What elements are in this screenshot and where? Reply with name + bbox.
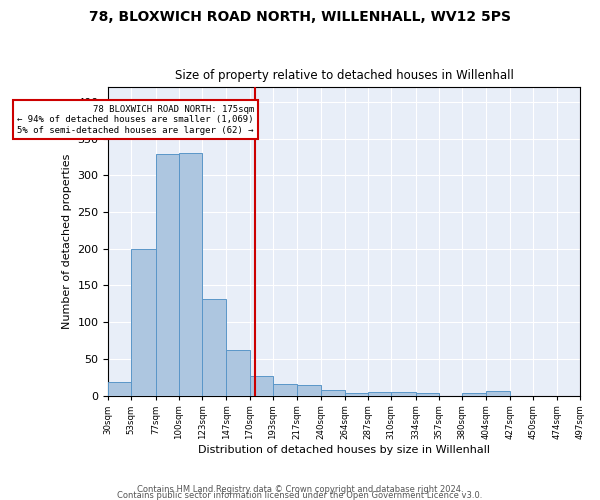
Bar (155, 154, 179, 396)
Bar (462, 392, 487, 396)
Bar (108, 382, 131, 396)
Bar (391, 392, 416, 396)
Text: 78 BLOXWICH ROAD NORTH: 175sqm
← 94% of detached houses are smaller (1,069)
5% o: 78 BLOXWICH ROAD NORTH: 175sqm ← 94% of … (17, 105, 254, 134)
Bar (487, 391, 509, 396)
Bar (179, 154, 202, 396)
Bar (320, 390, 345, 396)
Bar (368, 392, 391, 396)
Bar (226, 350, 250, 396)
Y-axis label: Number of detached properties: Number of detached properties (62, 154, 72, 329)
Bar (131, 249, 155, 396)
Bar (250, 376, 273, 396)
Bar (416, 394, 439, 396)
Bar (297, 384, 320, 396)
Text: 78, BLOXWICH ROAD NORTH, WILLENHALL, WV12 5PS: 78, BLOXWICH ROAD NORTH, WILLENHALL, WV1… (89, 10, 511, 24)
X-axis label: Distribution of detached houses by size in Willenhall: Distribution of detached houses by size … (199, 445, 490, 455)
Bar (345, 392, 368, 396)
Text: Contains public sector information licensed under the Open Government Licence v3: Contains public sector information licen… (118, 490, 482, 500)
Text: Contains HM Land Registry data © Crown copyright and database right 2024.: Contains HM Land Registry data © Crown c… (137, 484, 463, 494)
Title: Size of property relative to detached houses in Willenhall: Size of property relative to detached ho… (175, 69, 514, 82)
Bar (202, 300, 226, 396)
Bar (273, 384, 297, 396)
